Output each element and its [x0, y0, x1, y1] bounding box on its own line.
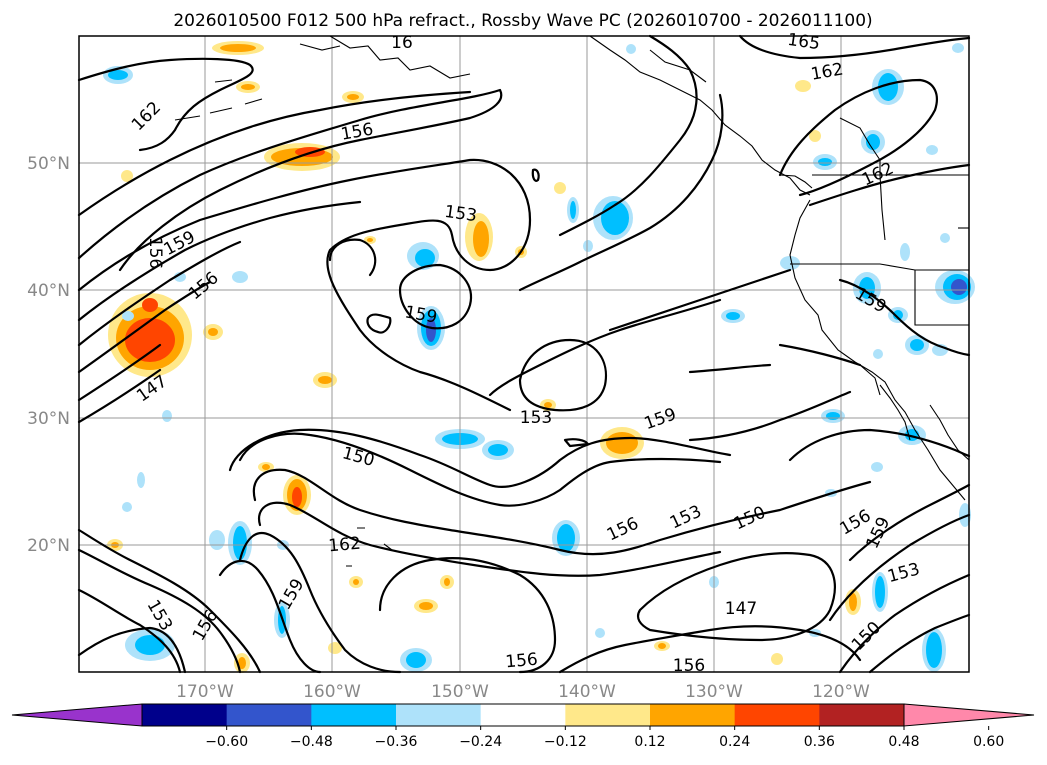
refractivity-contours [77, 34, 971, 674]
map-panel: 162 165 162 156 162 153 159 156 156 159 … [77, 30, 975, 676]
colorbar-cell [226, 704, 312, 726]
colorbar-cell [142, 704, 228, 726]
colorbar-tick-label: 0.60 [973, 734, 1004, 750]
colorbar: −0.60 −0.48 −0.36 −0.24 −0.12 0.12 0.24 0.36 0.4… [11, 703, 1035, 750]
colorbar-tick-label: 0.12 [634, 734, 665, 750]
contour-label: 147 [725, 599, 757, 619]
lon-label: 120°W [812, 682, 870, 702]
contour-label: 165 [786, 30, 821, 54]
contour-label: 156 [505, 650, 539, 673]
colorbar-cell [396, 704, 482, 726]
map-frame [78, 35, 970, 673]
colorbar-cell [819, 704, 905, 726]
lon-label: 130°W [685, 682, 743, 702]
lon-label: 170°W [176, 682, 234, 702]
lat-label: 40°N [27, 281, 70, 301]
contour-label: 156 [673, 656, 705, 676]
colorbar-cell [734, 704, 820, 726]
colorbar-tick-label: −0.12 [544, 734, 587, 750]
colorbar-cell [480, 704, 566, 726]
colorbar-cell [650, 704, 736, 726]
lon-label: 140°W [558, 682, 616, 702]
contour-label: 16 [391, 33, 413, 53]
colorbar-tick-label: −0.60 [205, 734, 248, 750]
lon-label: 150°W [431, 682, 489, 702]
colorbar-cell [311, 704, 397, 726]
contour-label: 153 [443, 202, 478, 226]
colorbar-tick-label: −0.24 [459, 734, 502, 750]
lat-label: 50°N [27, 154, 70, 174]
lat-label: 20°N [27, 536, 70, 556]
colorbar-frame [141, 703, 905, 727]
graticule [79, 36, 969, 672]
lat-label: 30°N [27, 409, 70, 429]
latitude-labels: 50°N 40°N 30°N 20°N [27, 154, 70, 556]
lon-label: 160°W [303, 682, 361, 702]
longitude-labels: 170°W 160°W 150°W 140°W 130°W 120°W [176, 682, 870, 702]
colorbar-tick-label: 0.24 [719, 734, 750, 750]
colorbar-cell [565, 704, 651, 726]
map-title: 2026010500 F012 500 hPa refract., Rossby… [173, 11, 872, 31]
colorbar-extend-low [11, 703, 143, 727]
contour-label: 162 [328, 534, 362, 557]
colorbar-tick-label: −0.48 [290, 734, 333, 750]
colorbar-tick-label: 0.48 [888, 734, 919, 750]
colorbar-tick-label: 0.36 [804, 734, 835, 750]
colorbar-extend-high [903, 703, 1035, 727]
colorbar-ticks: −0.60 −0.48 −0.36 −0.24 −0.12 0.12 0.24 0.36 0.4… [205, 726, 1004, 750]
colorbar-cells [142, 704, 905, 726]
contour-label: 156 [145, 237, 165, 269]
contour-label: 153 [520, 408, 552, 428]
colorbar-tick-label: −0.36 [375, 734, 418, 750]
